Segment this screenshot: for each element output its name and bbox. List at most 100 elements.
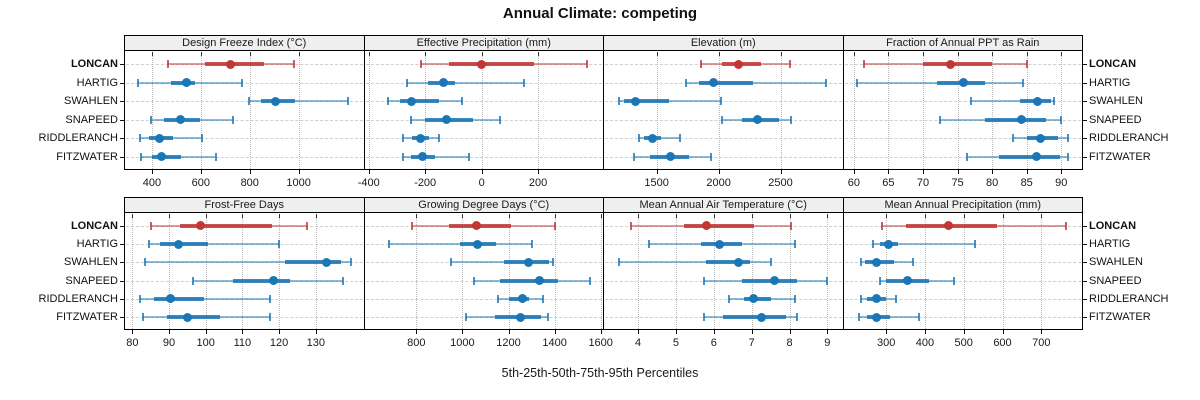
percentile-whisker bbox=[388, 243, 532, 246]
axis-tick-label: 100 bbox=[196, 337, 215, 349]
whisker-cap bbox=[138, 294, 141, 303]
v-gridline bbox=[923, 52, 924, 169]
axis-tick bbox=[169, 330, 171, 334]
h-gridline bbox=[126, 101, 363, 103]
panel-plot bbox=[842, 51, 1083, 170]
panel-plot bbox=[363, 213, 604, 330]
site-label-left-snapeed: SNAPEED bbox=[65, 113, 118, 126]
axis-tick-top bbox=[886, 214, 888, 218]
axis-tick-label: -400 bbox=[357, 177, 380, 189]
median-dot bbox=[181, 78, 191, 88]
axis-tick bbox=[481, 170, 483, 174]
iqr-bar bbox=[180, 223, 272, 228]
v-gridline bbox=[508, 214, 510, 329]
axis-tick-label: 2000 bbox=[706, 177, 731, 189]
axis-tick-top bbox=[315, 214, 317, 218]
percentile-whisker bbox=[971, 100, 1055, 103]
h-gridline bbox=[365, 156, 602, 158]
axis-tick-top bbox=[298, 52, 300, 56]
median-dot bbox=[195, 221, 205, 231]
median-dot bbox=[1032, 96, 1042, 106]
axis-tick-top bbox=[416, 214, 418, 218]
whisker-cap bbox=[629, 221, 632, 230]
axis-tick-label: 600 bbox=[191, 177, 210, 189]
axis-tick-top bbox=[924, 214, 926, 218]
axis-tick-label: 1600 bbox=[588, 337, 613, 349]
panel-plot bbox=[842, 213, 1083, 330]
whisker-cap bbox=[241, 78, 244, 87]
whisker-cap bbox=[685, 78, 688, 87]
whisker-cap bbox=[438, 134, 441, 143]
panel-plot bbox=[124, 213, 365, 330]
median-dot bbox=[515, 312, 525, 322]
site-label-right-swahlen: SWAHLEN bbox=[1089, 256, 1143, 269]
v-gridline bbox=[425, 52, 427, 169]
panel-plot bbox=[603, 51, 844, 170]
whisker-cap bbox=[1067, 152, 1070, 161]
median-dot bbox=[753, 115, 763, 125]
whisker-cap bbox=[144, 258, 147, 267]
whisker-cap bbox=[703, 313, 706, 322]
iqr-bar bbox=[399, 99, 440, 104]
v-gridline bbox=[992, 52, 994, 169]
median-dot bbox=[535, 276, 545, 286]
axis-tick bbox=[200, 170, 202, 174]
site-label-left-fitzwater: FITZWATER bbox=[56, 150, 118, 163]
whisker-cap bbox=[720, 97, 723, 106]
whisker-cap bbox=[856, 78, 859, 87]
v-gridline bbox=[888, 52, 890, 169]
median-dot bbox=[269, 276, 279, 286]
v-gridline bbox=[957, 52, 959, 169]
v-gridline bbox=[718, 52, 720, 169]
whisker-cap bbox=[166, 60, 169, 69]
v-gridline bbox=[416, 214, 418, 329]
v-gridline bbox=[713, 214, 715, 329]
whisker-cap bbox=[589, 276, 592, 285]
median-dot bbox=[943, 221, 953, 231]
axis-tick bbox=[416, 330, 418, 334]
median-dot bbox=[733, 59, 743, 69]
iqr-bar bbox=[154, 296, 204, 301]
median-dot bbox=[946, 59, 956, 69]
site-row-tick bbox=[1083, 244, 1087, 246]
v-gridline bbox=[789, 214, 791, 329]
axis-tick-label: 65 bbox=[882, 177, 895, 189]
axis-tick bbox=[462, 330, 464, 334]
panel-plot bbox=[363, 51, 604, 170]
whisker-cap bbox=[648, 240, 651, 249]
axis-tick-label: 0 bbox=[478, 177, 485, 189]
site-label-right-loncan: LONCAN bbox=[1089, 58, 1137, 71]
site-label-right-loncan: LONCAN bbox=[1089, 219, 1137, 232]
site-row-tick bbox=[120, 262, 124, 264]
whisker-cap bbox=[790, 115, 793, 124]
whisker-cap bbox=[137, 78, 140, 87]
iqr-bar bbox=[742, 278, 798, 283]
axis-tick bbox=[205, 330, 207, 334]
v-gridline bbox=[638, 214, 640, 329]
median-dot bbox=[166, 294, 176, 304]
whisker-cap bbox=[789, 60, 792, 69]
whisker-cap bbox=[1060, 115, 1063, 124]
v-gridline bbox=[132, 214, 134, 329]
whisker-cap bbox=[552, 258, 555, 267]
v-gridline bbox=[462, 214, 464, 329]
iqr-bar bbox=[500, 278, 559, 283]
axis-tick-top bbox=[425, 52, 427, 56]
h-gridline bbox=[844, 298, 1081, 300]
site-row-tick bbox=[120, 280, 124, 282]
axis-tick-label: 85 bbox=[1020, 177, 1033, 189]
axis-tick-top bbox=[992, 52, 994, 56]
whisker-cap bbox=[790, 221, 793, 230]
axis-tick-label: 130 bbox=[306, 337, 325, 349]
site-row-tick bbox=[120, 138, 124, 140]
v-gridline bbox=[368, 52, 370, 169]
panel-header: Elevation (m) bbox=[603, 35, 844, 51]
v-gridline bbox=[827, 214, 829, 329]
axis-tick-top bbox=[853, 52, 855, 56]
axis-tick-top bbox=[780, 52, 782, 56]
whisker-cap bbox=[247, 97, 250, 106]
v-gridline bbox=[675, 214, 677, 329]
axis-tick-label: 9 bbox=[824, 337, 831, 349]
whisker-cap bbox=[633, 152, 636, 161]
